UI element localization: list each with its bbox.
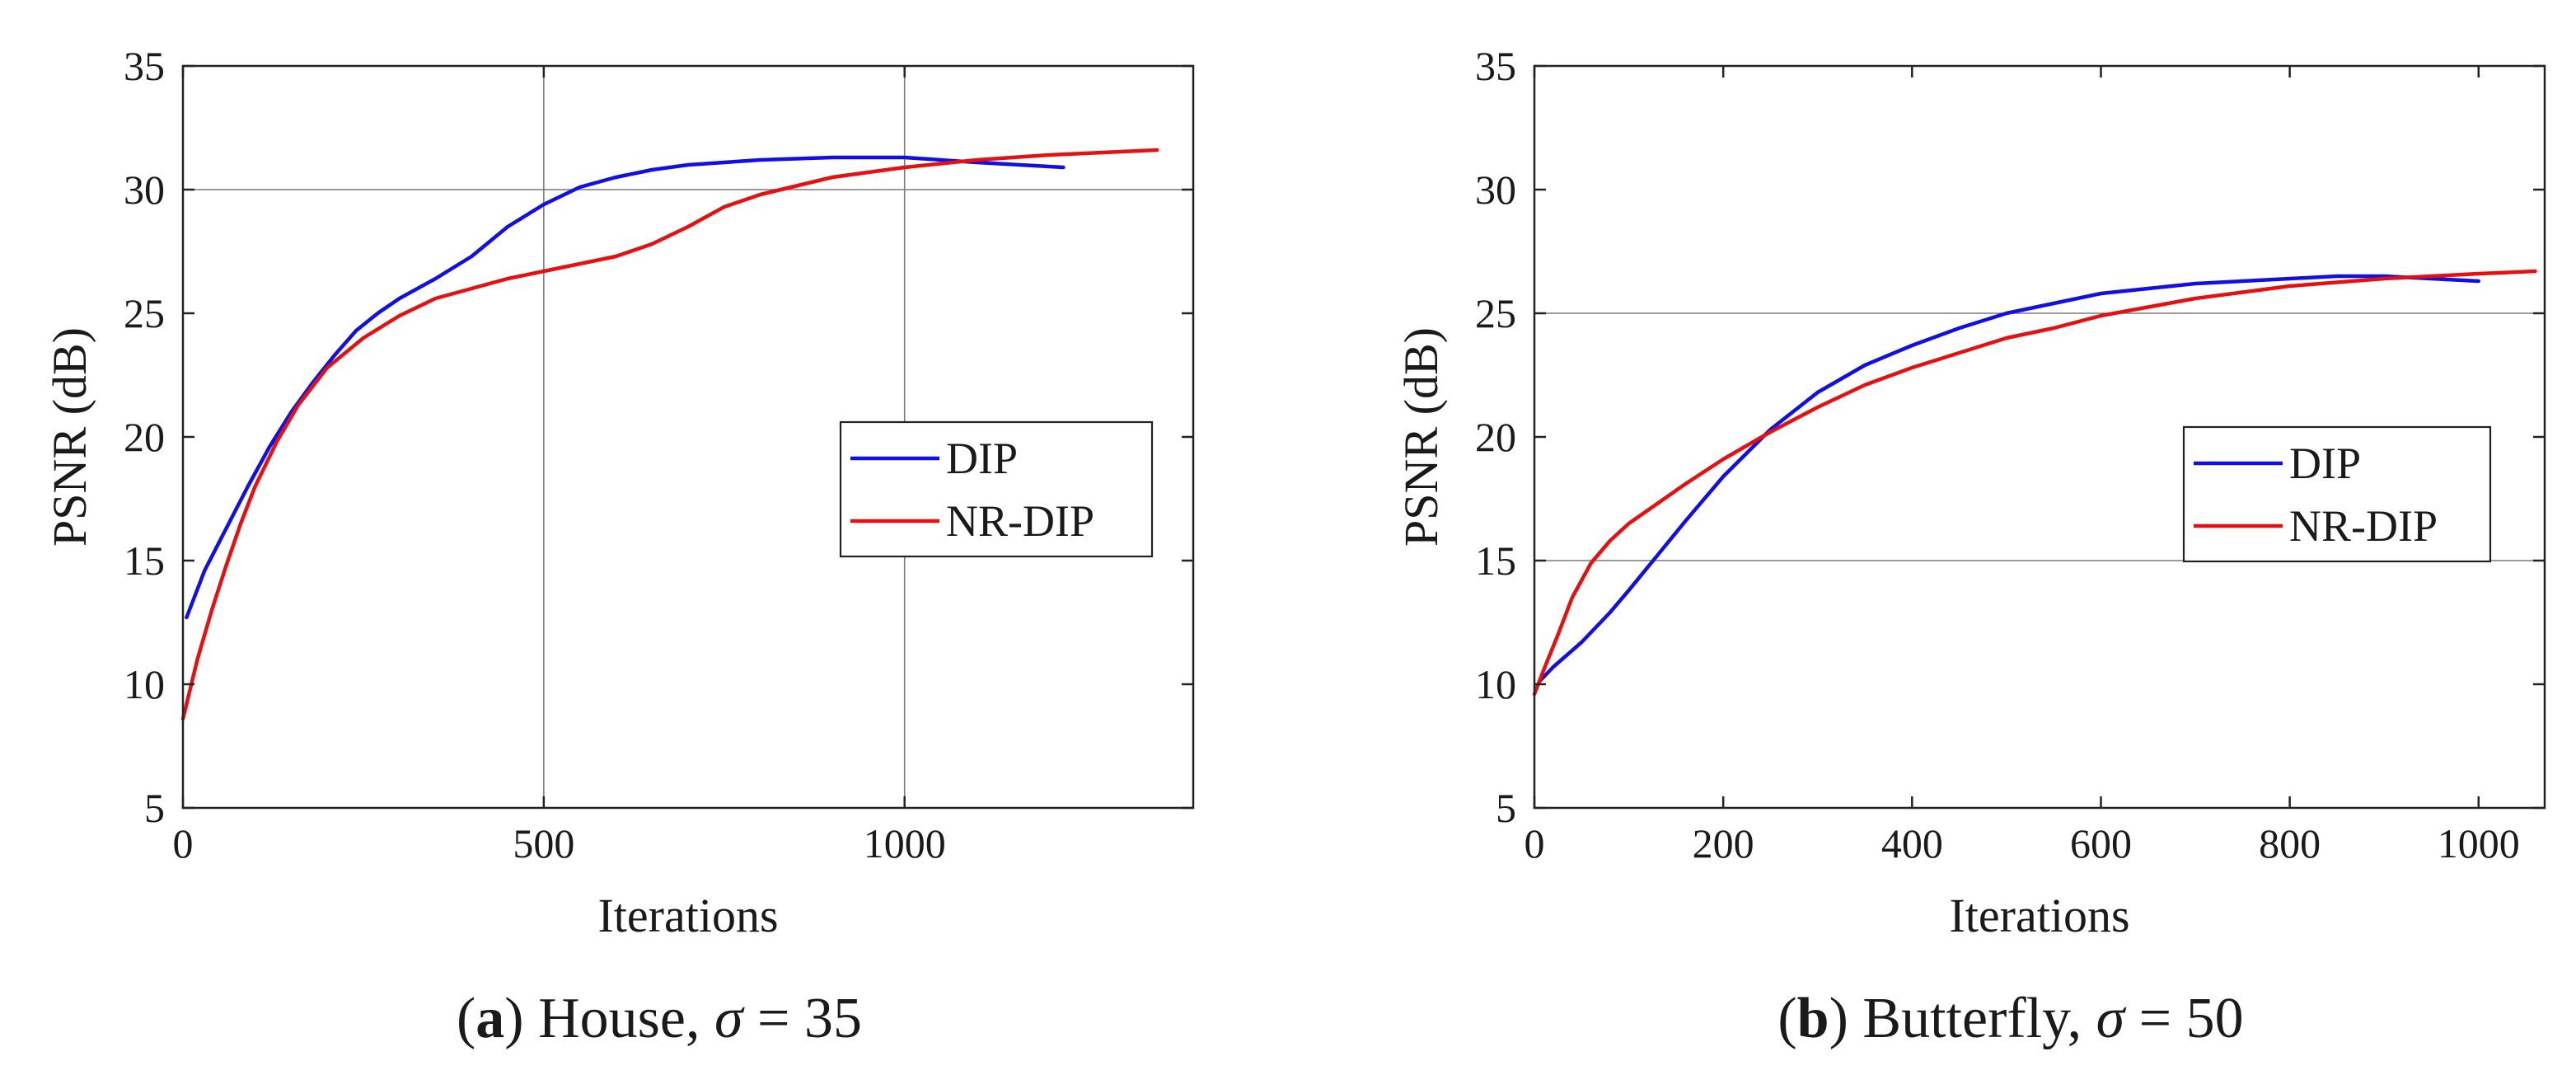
y-tick-label: 25 xyxy=(1475,290,1516,336)
legend-box xyxy=(2182,425,2492,563)
legend-label-nr-dip: NR-DIP xyxy=(2289,501,2438,551)
y-tick-label: 10 xyxy=(124,661,165,707)
legend: DIP NR-DIP xyxy=(2182,425,2492,563)
series-line-dip xyxy=(185,155,1066,620)
y-tick-label: 20 xyxy=(124,414,165,460)
x-tick-label: 600 xyxy=(2070,820,2132,866)
y-tick-label: 25 xyxy=(124,290,165,336)
x-tick-label: 800 xyxy=(2259,820,2321,866)
y-tick-label: 20 xyxy=(1475,414,1516,460)
panel-caption: (a) House, σ = 35 xyxy=(457,987,862,1050)
chart-panel-1: 0 500 1000 5 10 15 20 25 30 35 Iterations PSNR (dB)… xyxy=(43,43,1195,1050)
x-tick-label: 1000 xyxy=(864,820,946,866)
legend-label-dip: DIP xyxy=(2289,439,2361,488)
y-tick-label: 35 xyxy=(124,43,165,89)
panel-caption: (b) Butterfly, σ = 50 xyxy=(1777,987,2243,1050)
x-axis-label: Iterations xyxy=(597,889,778,942)
legend-label-nr-dip: NR-DIP xyxy=(946,496,1094,546)
series-line-nr-dip xyxy=(1532,269,2537,697)
y-tick-label: 15 xyxy=(124,538,165,584)
y-tick-label: 5 xyxy=(1496,785,1516,831)
y-tick-label: 30 xyxy=(124,167,165,213)
x-tick-label: 0 xyxy=(173,820,194,866)
y-tick-label: 35 xyxy=(1475,43,1516,89)
x-tick-label: 400 xyxy=(1881,820,1943,866)
x-tick-label: 500 xyxy=(513,820,574,866)
x-axis-label: Iterations xyxy=(1949,889,2129,942)
y-axis-label: PSNR (dB) xyxy=(1394,327,1448,547)
legend-box xyxy=(839,420,1154,558)
y-tick-label: 15 xyxy=(1475,538,1516,584)
series-line-dip xyxy=(1537,274,2481,684)
chart-panel-2: 0 200 400 600 800 1000 5 10 15 20 25 30 35 Iterations… xyxy=(1394,43,2546,1050)
x-tick-label: 1000 xyxy=(2438,820,2520,866)
legend: DIP NR-DIP xyxy=(839,420,1154,558)
series-line-nr-dip xyxy=(180,148,1159,721)
x-tick-label: 200 xyxy=(1693,820,1754,866)
y-tick-label: 10 xyxy=(1475,661,1516,707)
y-tick-label: 5 xyxy=(144,785,165,831)
y-axis-label: PSNR (dB) xyxy=(43,327,96,547)
y-tick-label: 30 xyxy=(1475,167,1516,213)
x-tick-label: 0 xyxy=(1525,820,1545,866)
legend-label-dip: DIP xyxy=(946,434,1018,483)
